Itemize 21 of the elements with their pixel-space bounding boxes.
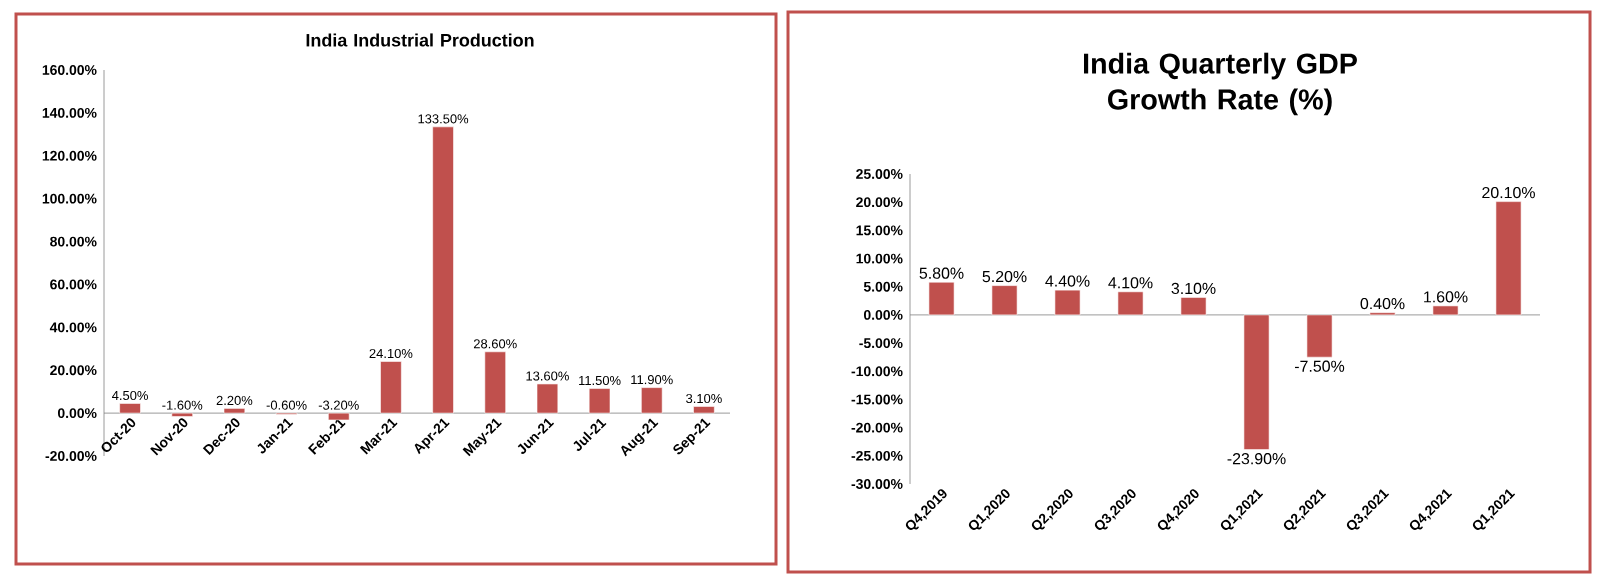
bar	[328, 412, 350, 421]
bar	[928, 281, 955, 316]
bar	[991, 285, 1018, 316]
bar	[588, 388, 611, 414]
bar	[641, 387, 663, 414]
bar	[1117, 291, 1144, 316]
bar	[119, 403, 141, 414]
bar	[1432, 305, 1459, 316]
bar	[1054, 289, 1081, 316]
bar	[1180, 297, 1207, 316]
bar	[693, 406, 715, 414]
bar	[432, 126, 454, 414]
bar	[484, 351, 506, 414]
chart-title: India Quarterly GDP Growth Rate (%)	[1084, 52, 1357, 116]
bar	[380, 361, 402, 414]
chart-title: India Industrial Production	[306, 33, 534, 47]
bar	[536, 383, 559, 414]
bar	[1306, 314, 1333, 358]
bar	[1495, 201, 1522, 316]
bar	[1243, 314, 1270, 450]
bar	[223, 408, 246, 414]
